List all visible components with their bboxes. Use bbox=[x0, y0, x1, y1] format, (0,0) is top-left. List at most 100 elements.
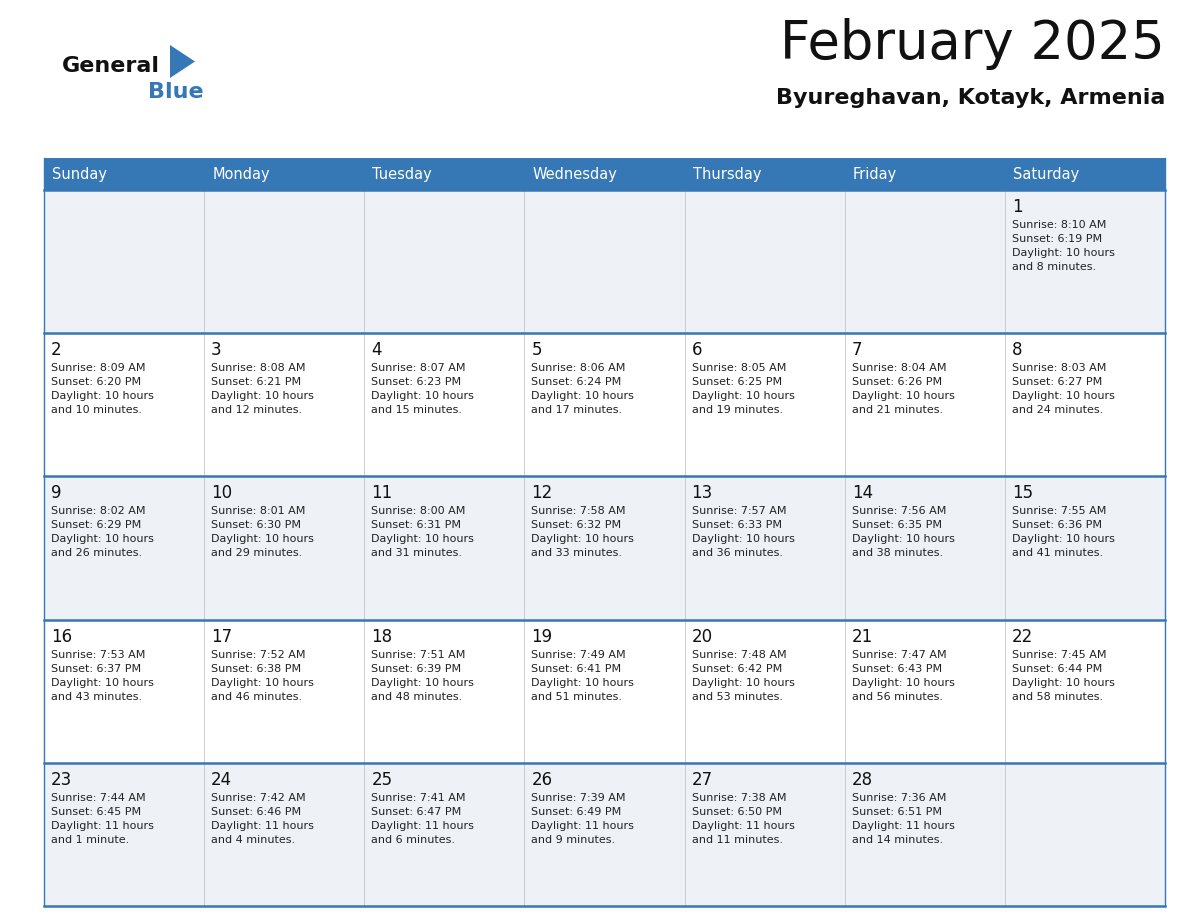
Text: Sunset: 6:21 PM: Sunset: 6:21 PM bbox=[211, 377, 302, 387]
Text: Sunrise: 7:44 AM: Sunrise: 7:44 AM bbox=[51, 793, 146, 803]
Bar bbox=[44, 190, 204, 333]
Text: 26: 26 bbox=[531, 771, 552, 789]
Text: Sunrise: 7:51 AM: Sunrise: 7:51 AM bbox=[372, 650, 466, 660]
Text: and 12 minutes.: and 12 minutes. bbox=[211, 405, 302, 415]
Bar bbox=[524, 333, 684, 476]
Text: Sunset: 6:32 PM: Sunset: 6:32 PM bbox=[531, 521, 621, 531]
Text: Monday: Monday bbox=[213, 166, 270, 182]
Text: General: General bbox=[62, 56, 160, 76]
Text: Sunday: Sunday bbox=[52, 166, 107, 182]
Text: Sunrise: 7:55 AM: Sunrise: 7:55 AM bbox=[1012, 507, 1106, 517]
Bar bbox=[365, 190, 524, 333]
Text: Sunset: 6:24 PM: Sunset: 6:24 PM bbox=[531, 377, 621, 387]
Text: 23: 23 bbox=[51, 771, 72, 789]
Text: and 24 minutes.: and 24 minutes. bbox=[1012, 405, 1104, 415]
Text: 9: 9 bbox=[51, 485, 62, 502]
Text: 20: 20 bbox=[691, 628, 713, 645]
Text: Sunrise: 7:42 AM: Sunrise: 7:42 AM bbox=[211, 793, 305, 803]
Bar bbox=[684, 333, 845, 476]
Bar bbox=[1005, 763, 1165, 906]
Text: and 58 minutes.: and 58 minutes. bbox=[1012, 691, 1102, 701]
Bar bbox=[845, 620, 1005, 763]
Text: 7: 7 bbox=[852, 341, 862, 359]
Text: Daylight: 10 hours: Daylight: 10 hours bbox=[852, 391, 955, 401]
Text: Daylight: 10 hours: Daylight: 10 hours bbox=[691, 677, 795, 688]
Text: and 31 minutes.: and 31 minutes. bbox=[372, 548, 462, 558]
Text: Sunset: 6:51 PM: Sunset: 6:51 PM bbox=[852, 807, 942, 817]
Text: Sunrise: 7:41 AM: Sunrise: 7:41 AM bbox=[372, 793, 466, 803]
Text: Sunrise: 7:57 AM: Sunrise: 7:57 AM bbox=[691, 507, 786, 517]
Text: Sunset: 6:38 PM: Sunset: 6:38 PM bbox=[211, 664, 302, 674]
Text: and 48 minutes.: and 48 minutes. bbox=[372, 691, 462, 701]
Text: Daylight: 11 hours: Daylight: 11 hours bbox=[372, 821, 474, 831]
Text: 4: 4 bbox=[372, 341, 381, 359]
Text: Daylight: 10 hours: Daylight: 10 hours bbox=[51, 677, 154, 688]
Text: Daylight: 10 hours: Daylight: 10 hours bbox=[531, 677, 634, 688]
Bar bbox=[204, 620, 365, 763]
Text: Sunrise: 7:52 AM: Sunrise: 7:52 AM bbox=[211, 650, 305, 660]
Bar bbox=[845, 476, 1005, 620]
Bar bbox=[44, 333, 204, 476]
Text: 27: 27 bbox=[691, 771, 713, 789]
Bar bbox=[365, 476, 524, 620]
Text: 22: 22 bbox=[1012, 628, 1034, 645]
Text: and 53 minutes.: and 53 minutes. bbox=[691, 691, 783, 701]
Text: Sunrise: 7:36 AM: Sunrise: 7:36 AM bbox=[852, 793, 946, 803]
Text: 19: 19 bbox=[531, 628, 552, 645]
Text: Sunrise: 8:06 AM: Sunrise: 8:06 AM bbox=[531, 364, 626, 374]
Text: Daylight: 10 hours: Daylight: 10 hours bbox=[372, 677, 474, 688]
Text: and 33 minutes.: and 33 minutes. bbox=[531, 548, 623, 558]
Text: 18: 18 bbox=[372, 628, 392, 645]
Text: Sunrise: 8:00 AM: Sunrise: 8:00 AM bbox=[372, 507, 466, 517]
Text: 6: 6 bbox=[691, 341, 702, 359]
Text: and 8 minutes.: and 8 minutes. bbox=[1012, 262, 1097, 272]
Bar bbox=[524, 190, 684, 333]
Bar bbox=[204, 763, 365, 906]
Text: Sunrise: 7:45 AM: Sunrise: 7:45 AM bbox=[1012, 650, 1106, 660]
Text: Sunset: 6:35 PM: Sunset: 6:35 PM bbox=[852, 521, 942, 531]
Text: and 21 minutes.: and 21 minutes. bbox=[852, 405, 943, 415]
Text: and 36 minutes.: and 36 minutes. bbox=[691, 548, 783, 558]
Text: and 43 minutes.: and 43 minutes. bbox=[51, 691, 143, 701]
Text: Blue: Blue bbox=[148, 82, 203, 102]
Text: 10: 10 bbox=[211, 485, 233, 502]
Text: Sunset: 6:45 PM: Sunset: 6:45 PM bbox=[51, 807, 141, 817]
Text: Sunset: 6:31 PM: Sunset: 6:31 PM bbox=[372, 521, 461, 531]
Bar bbox=[684, 763, 845, 906]
Text: Sunrise: 8:09 AM: Sunrise: 8:09 AM bbox=[51, 364, 145, 374]
Text: Daylight: 10 hours: Daylight: 10 hours bbox=[372, 391, 474, 401]
Text: Daylight: 10 hours: Daylight: 10 hours bbox=[1012, 534, 1114, 544]
Text: Sunset: 6:26 PM: Sunset: 6:26 PM bbox=[852, 377, 942, 387]
Text: Thursday: Thursday bbox=[693, 166, 762, 182]
Text: Sunset: 6:47 PM: Sunset: 6:47 PM bbox=[372, 807, 461, 817]
Text: Daylight: 11 hours: Daylight: 11 hours bbox=[531, 821, 634, 831]
Text: Sunset: 6:39 PM: Sunset: 6:39 PM bbox=[372, 664, 461, 674]
Text: and 9 minutes.: and 9 minutes. bbox=[531, 834, 615, 845]
Text: February 2025: February 2025 bbox=[781, 18, 1165, 70]
Text: Sunset: 6:44 PM: Sunset: 6:44 PM bbox=[1012, 664, 1102, 674]
Bar bbox=[365, 333, 524, 476]
Text: Daylight: 11 hours: Daylight: 11 hours bbox=[51, 821, 154, 831]
Text: and 4 minutes.: and 4 minutes. bbox=[211, 834, 296, 845]
Text: 17: 17 bbox=[211, 628, 233, 645]
Text: Sunrise: 7:48 AM: Sunrise: 7:48 AM bbox=[691, 650, 786, 660]
Text: Byureghavan, Kotayk, Armenia: Byureghavan, Kotayk, Armenia bbox=[776, 88, 1165, 108]
Text: and 38 minutes.: and 38 minutes. bbox=[852, 548, 943, 558]
Text: Sunset: 6:49 PM: Sunset: 6:49 PM bbox=[531, 807, 621, 817]
Text: Sunset: 6:19 PM: Sunset: 6:19 PM bbox=[1012, 234, 1102, 244]
Text: Sunset: 6:23 PM: Sunset: 6:23 PM bbox=[372, 377, 461, 387]
Text: Daylight: 10 hours: Daylight: 10 hours bbox=[1012, 248, 1114, 258]
Text: Daylight: 10 hours: Daylight: 10 hours bbox=[691, 534, 795, 544]
Bar bbox=[845, 763, 1005, 906]
Bar bbox=[684, 476, 845, 620]
Bar bbox=[1005, 158, 1165, 190]
Text: Sunset: 6:30 PM: Sunset: 6:30 PM bbox=[211, 521, 301, 531]
Text: Sunset: 6:29 PM: Sunset: 6:29 PM bbox=[51, 521, 141, 531]
Text: Sunset: 6:33 PM: Sunset: 6:33 PM bbox=[691, 521, 782, 531]
Bar bbox=[845, 190, 1005, 333]
Bar bbox=[1005, 333, 1165, 476]
Bar bbox=[204, 476, 365, 620]
Text: Sunset: 6:25 PM: Sunset: 6:25 PM bbox=[691, 377, 782, 387]
Text: Sunrise: 8:03 AM: Sunrise: 8:03 AM bbox=[1012, 364, 1106, 374]
Text: 25: 25 bbox=[372, 771, 392, 789]
